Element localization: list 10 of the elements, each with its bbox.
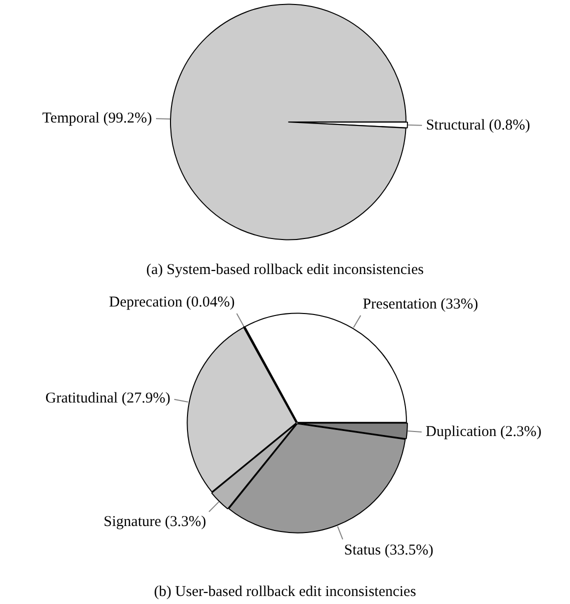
slice-label: Structural (0.8%)	[426, 117, 530, 134]
text: (a) System-based rollback edit inconsistencies	[145, 262, 425, 280]
slice-label: Temporal (99.2%)	[42, 110, 152, 126]
text: (b) User-based rollback edit inconsistencies	[152, 584, 418, 602]
slice-label: Gratitudinal (27.9%)	[45, 390, 170, 407]
slice-label: Deprecation (0.04%)	[109, 294, 235, 310]
slice-label: Duplication (2.3%)	[426, 424, 542, 440]
slice-label: Status (33.5%)	[344, 542, 434, 559]
slice-label: Signature (3.3%)	[104, 514, 206, 530]
slice-label: Presentation (33%)	[362, 296, 478, 312]
